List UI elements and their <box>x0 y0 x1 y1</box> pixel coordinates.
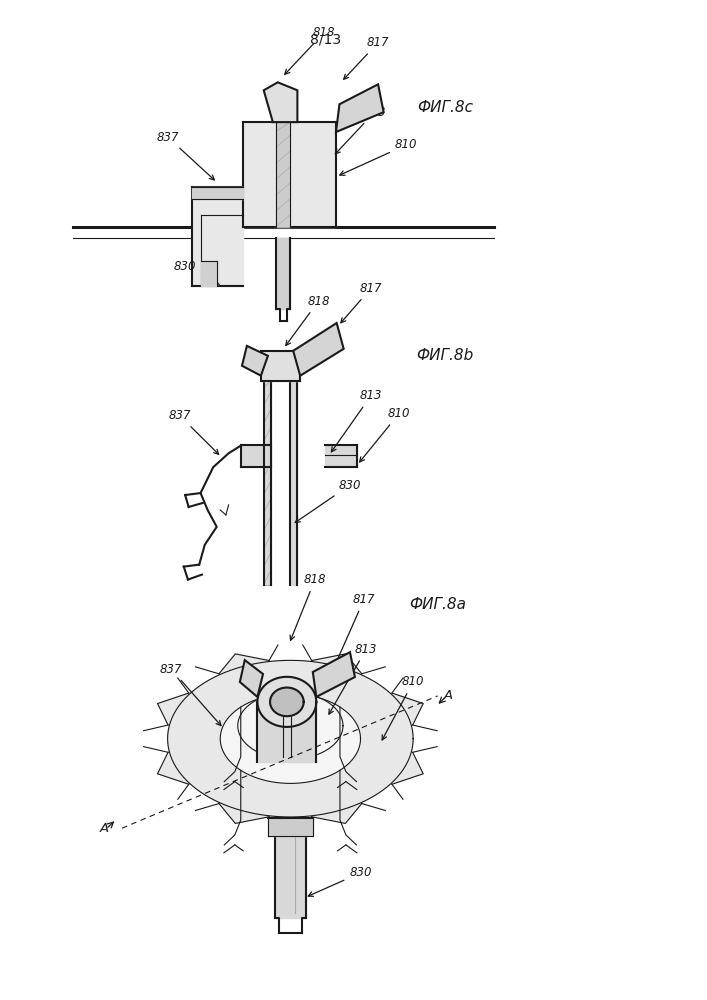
Text: A: A <box>443 689 452 702</box>
Polygon shape <box>312 654 362 674</box>
Text: 813: 813 <box>335 106 386 154</box>
Text: ФИГ.8a: ФИГ.8a <box>409 597 466 612</box>
Polygon shape <box>219 654 269 674</box>
Text: 837: 837 <box>160 663 221 726</box>
Polygon shape <box>158 693 189 725</box>
Polygon shape <box>312 652 355 697</box>
Text: 810: 810 <box>382 675 424 740</box>
Polygon shape <box>192 187 243 286</box>
Polygon shape <box>158 752 189 784</box>
Text: 830: 830 <box>308 866 372 896</box>
Polygon shape <box>264 82 298 122</box>
Polygon shape <box>257 677 316 727</box>
Text: 837: 837 <box>168 409 218 454</box>
Polygon shape <box>243 122 336 227</box>
Polygon shape <box>219 804 269 823</box>
Text: 810: 810 <box>360 407 410 462</box>
Text: 817: 817 <box>332 593 375 670</box>
Polygon shape <box>257 702 316 762</box>
Polygon shape <box>276 238 291 309</box>
Text: 818: 818 <box>286 295 329 345</box>
Polygon shape <box>201 261 217 286</box>
Polygon shape <box>241 445 271 467</box>
Polygon shape <box>325 445 357 467</box>
Polygon shape <box>392 752 423 784</box>
Text: ФИГ.8b: ФИГ.8b <box>416 348 473 363</box>
Text: ФИГ.8c: ФИГ.8c <box>416 100 473 115</box>
Text: 813: 813 <box>332 389 382 452</box>
Polygon shape <box>261 351 300 381</box>
Polygon shape <box>293 323 344 376</box>
Polygon shape <box>312 804 362 823</box>
Polygon shape <box>220 694 361 783</box>
Polygon shape <box>242 346 268 376</box>
Polygon shape <box>268 818 312 836</box>
Text: 830: 830 <box>296 479 361 523</box>
Polygon shape <box>392 693 423 725</box>
Polygon shape <box>275 818 306 918</box>
Polygon shape <box>192 187 243 199</box>
Text: 837: 837 <box>156 131 214 180</box>
Text: 8/13: 8/13 <box>310 33 341 47</box>
Polygon shape <box>240 660 263 697</box>
Polygon shape <box>264 381 271 585</box>
Polygon shape <box>291 381 298 585</box>
Text: A: A <box>100 822 109 835</box>
Text: 817: 817 <box>344 36 390 79</box>
Text: 810: 810 <box>340 138 417 175</box>
Text: 830: 830 <box>174 260 220 286</box>
Polygon shape <box>270 688 304 716</box>
Text: 813: 813 <box>329 643 378 714</box>
Text: 817: 817 <box>341 282 382 323</box>
Text: 818: 818 <box>290 573 326 640</box>
Polygon shape <box>168 660 413 817</box>
Text: 818: 818 <box>285 26 335 74</box>
Polygon shape <box>336 84 384 132</box>
Polygon shape <box>276 122 291 227</box>
